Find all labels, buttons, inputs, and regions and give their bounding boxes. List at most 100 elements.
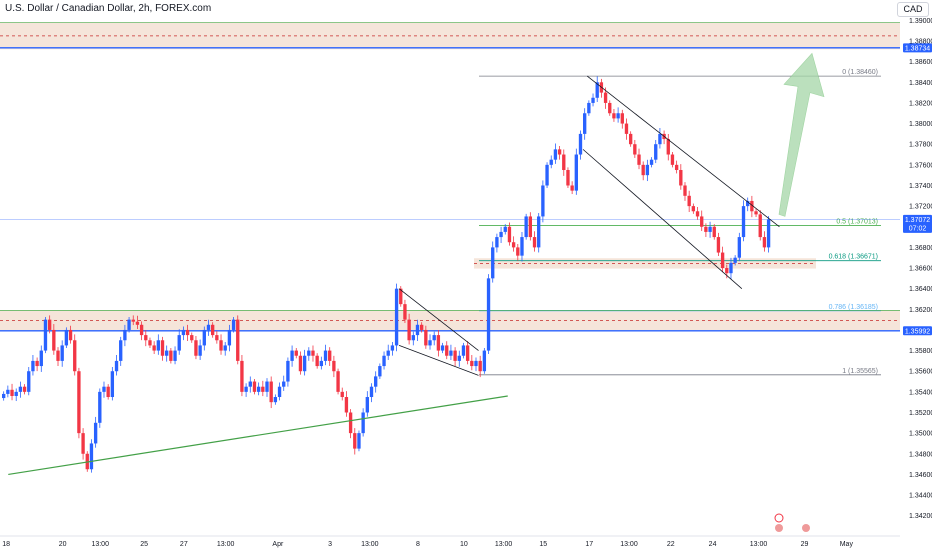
candle[interactable] [737, 237, 742, 258]
candle[interactable] [595, 82, 599, 98]
candle[interactable] [2, 393, 6, 399]
candle[interactable] [265, 381, 269, 392]
candle[interactable] [198, 345, 202, 356]
candle[interactable] [294, 350, 298, 356]
candle[interactable] [102, 386, 106, 392]
candle[interactable] [679, 170, 683, 186]
candle[interactable] [374, 376, 378, 387]
candle[interactable] [365, 397, 369, 413]
candle[interactable] [73, 340, 77, 372]
candle[interactable] [236, 319, 240, 361]
candle[interactable] [499, 231, 503, 238]
candle[interactable] [394, 288, 399, 346]
candle[interactable] [256, 386, 261, 392]
candle[interactable] [570, 185, 574, 191]
candle[interactable] [649, 159, 654, 165]
candle[interactable] [603, 92, 608, 103]
candle[interactable] [436, 335, 441, 351]
candle[interactable] [22, 386, 27, 392]
candle[interactable] [93, 422, 98, 444]
candle[interactable] [353, 433, 357, 449]
candle[interactable] [478, 360, 482, 372]
candle[interactable] [273, 397, 278, 403]
projection-arrow[interactable] [778, 52, 825, 217]
candle[interactable] [319, 360, 324, 367]
trendline[interactable] [582, 149, 743, 289]
price-badge[interactable] [903, 326, 932, 336]
candle[interactable] [131, 319, 135, 322]
candle[interactable] [549, 159, 553, 165]
candle[interactable] [532, 237, 537, 248]
currency-button[interactable]: CAD [897, 2, 929, 17]
candle[interactable] [240, 360, 244, 392]
candle[interactable] [369, 386, 374, 398]
candle[interactable] [440, 345, 445, 351]
candle[interactable] [81, 433, 85, 454]
candle[interactable] [252, 381, 257, 392]
candle[interactable] [323, 350, 328, 361]
candle[interactable] [608, 102, 612, 114]
candle[interactable] [206, 324, 211, 330]
candle[interactable] [453, 350, 457, 361]
candle[interactable] [210, 324, 215, 336]
candle[interactable] [244, 386, 248, 392]
candle[interactable] [528, 216, 533, 238]
candle[interactable] [641, 164, 645, 176]
candle[interactable] [56, 350, 60, 361]
candle[interactable] [47, 319, 52, 330]
candle[interactable] [315, 355, 319, 367]
candle[interactable] [378, 366, 382, 377]
candle[interactable] [290, 350, 294, 361]
candle[interactable] [457, 355, 461, 361]
candle[interactable] [311, 350, 315, 356]
candle[interactable] [633, 144, 637, 155]
candle[interactable] [741, 206, 746, 238]
candle[interactable] [557, 149, 562, 155]
candle[interactable] [766, 219, 771, 248]
trendline[interactable] [398, 345, 479, 376]
candle[interactable] [758, 214, 762, 238]
candle[interactable] [729, 262, 733, 274]
candle[interactable] [545, 164, 549, 186]
candle[interactable] [516, 247, 520, 256]
candle[interactable] [215, 335, 219, 341]
trendline[interactable] [8, 395, 508, 475]
candle[interactable] [6, 389, 10, 394]
candle[interactable] [277, 386, 282, 398]
candle[interactable] [223, 345, 227, 351]
candle[interactable] [286, 360, 290, 382]
candle[interactable] [202, 329, 206, 346]
candle[interactable] [177, 335, 181, 351]
candle[interactable] [248, 381, 252, 387]
price-badge[interactable] [903, 43, 932, 53]
candle[interactable] [10, 389, 14, 396]
candle[interactable] [119, 340, 123, 361]
candle[interactable] [14, 391, 18, 396]
candle[interactable] [708, 226, 712, 232]
candle[interactable] [340, 391, 344, 398]
candle[interactable] [110, 371, 115, 398]
candle[interactable] [495, 237, 499, 248]
candle[interactable] [123, 329, 127, 341]
candle[interactable] [587, 102, 591, 114]
candle[interactable] [637, 154, 641, 165]
candle[interactable] [624, 123, 629, 134]
candle[interactable] [658, 133, 662, 145]
candle[interactable] [160, 340, 165, 356]
flag-icon[interactable] [775, 524, 783, 532]
candle[interactable] [470, 360, 474, 367]
candle[interactable] [628, 133, 633, 145]
candle[interactable] [666, 139, 670, 155]
candle[interactable] [39, 350, 43, 367]
candle[interactable] [77, 371, 81, 434]
candle[interactable] [750, 200, 754, 212]
candle[interactable] [578, 133, 583, 155]
candle[interactable] [89, 443, 94, 470]
candle[interactable] [674, 164, 679, 171]
candle[interactable] [219, 340, 223, 351]
candle[interactable] [562, 154, 566, 171]
candle[interactable] [520, 237, 524, 256]
candle[interactable] [720, 252, 725, 269]
candle[interactable] [64, 329, 69, 346]
